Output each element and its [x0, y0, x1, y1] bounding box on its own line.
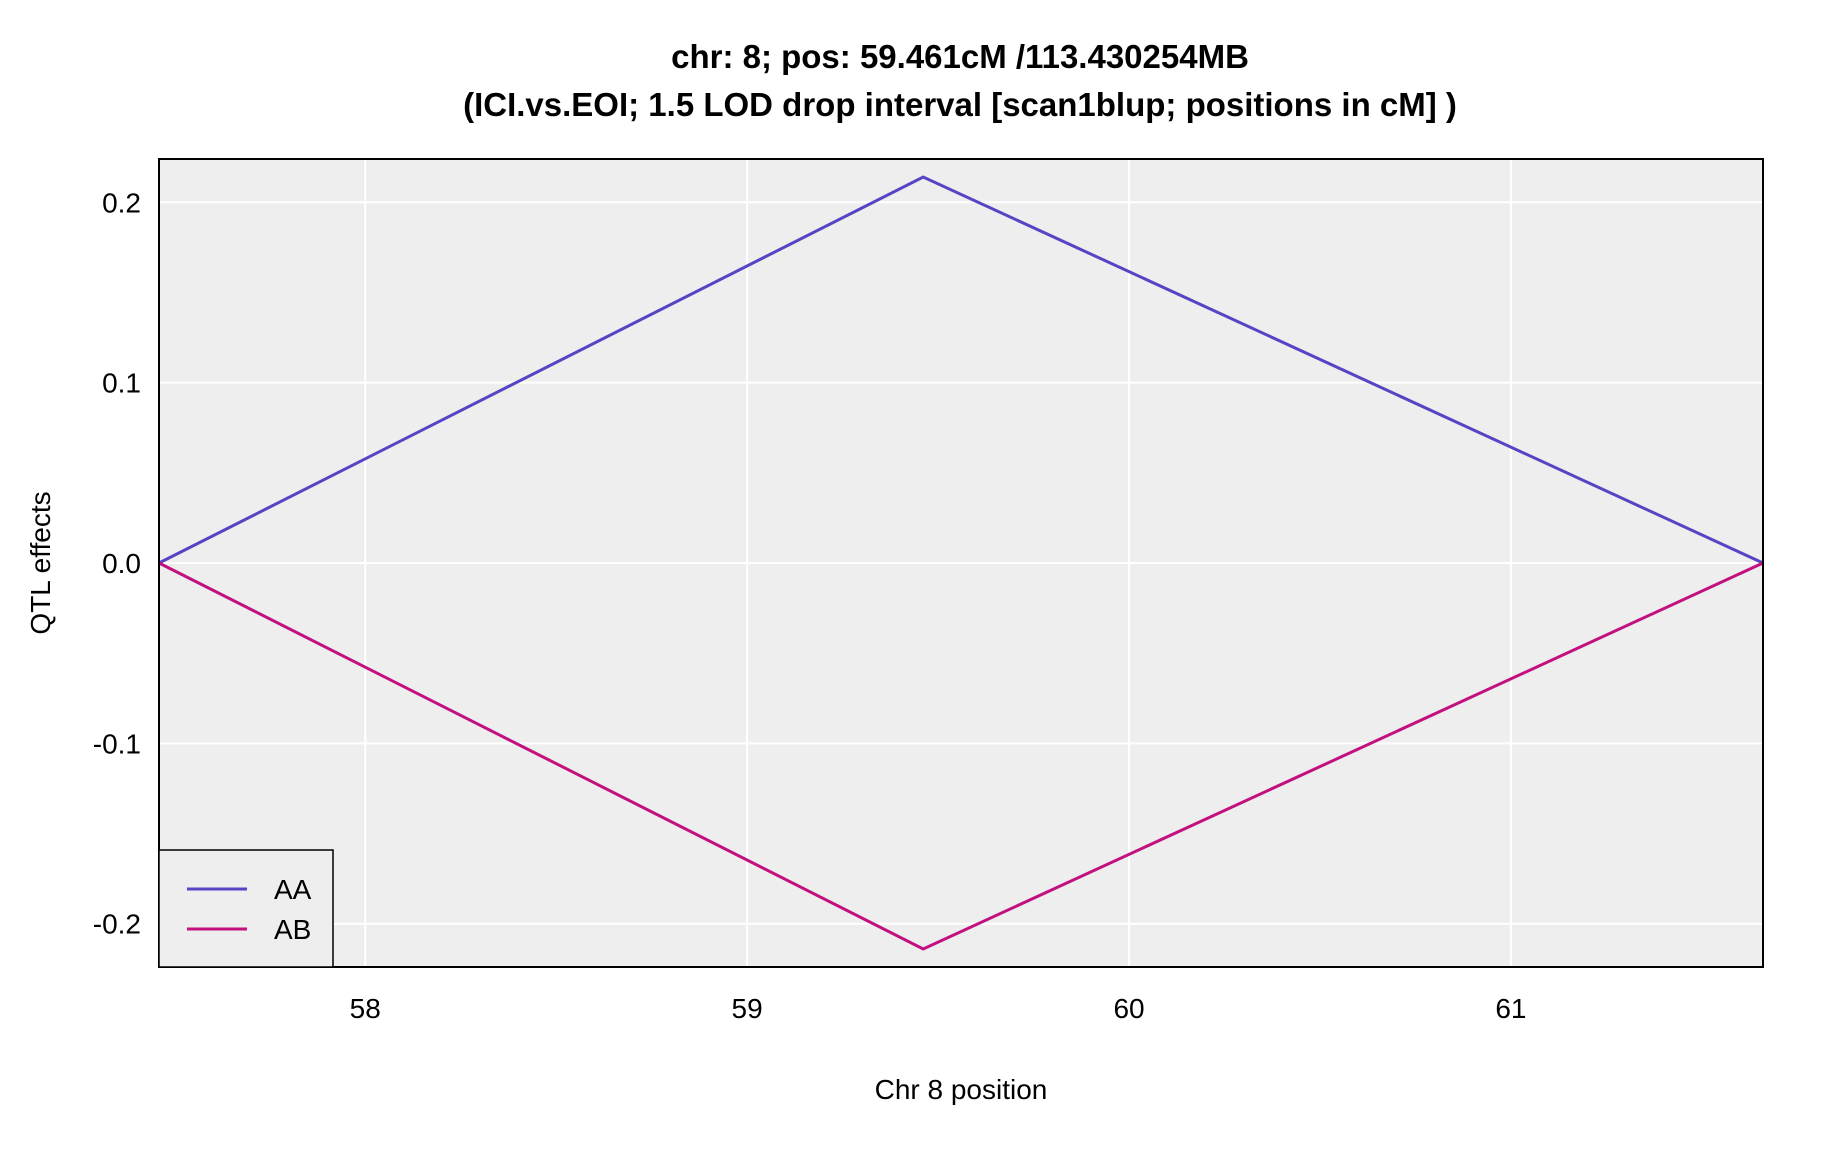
- legend-label-ab: AB: [274, 914, 311, 945]
- x-axis-ticks: 58 59 60 61: [350, 993, 1527, 1024]
- chart-title-line-2: (ICI.vs.EOI; 1.5 LOD drop interval [scan…: [463, 86, 1457, 123]
- y-tick-label: 0.0: [102, 548, 141, 579]
- legend-label-aa: AA: [274, 874, 312, 905]
- x-tick-label: 58: [350, 993, 381, 1024]
- legend-box: [158, 849, 334, 968]
- y-axis-ticks: 0.2 0.1 0.0 -0.1 -0.2: [93, 187, 141, 939]
- y-tick-label: 0.1: [102, 368, 141, 399]
- y-axis-label: QTL effects: [25, 491, 56, 634]
- series-line-aa: [158, 175, 1764, 565]
- y-tick-label: -0.1: [93, 728, 141, 759]
- series-layer: [158, 175, 1764, 951]
- x-axis-label: Chr 8 position: [875, 1074, 1048, 1105]
- chart-title-line-1: chr: 8; pos: 59.461cM /113.430254MB: [671, 38, 1249, 75]
- y-tick-label: -0.2: [93, 909, 141, 940]
- x-tick-label: 60: [1113, 993, 1144, 1024]
- plot-frame: [158, 158, 1764, 968]
- legend: AA AB: [158, 849, 334, 968]
- x-tick-label: 61: [1495, 993, 1526, 1024]
- y-tick-label: 0.2: [102, 187, 141, 218]
- x-tick-label: 59: [732, 993, 763, 1024]
- grid-layer: [159, 159, 1763, 967]
- series-line-ab: [158, 561, 1764, 951]
